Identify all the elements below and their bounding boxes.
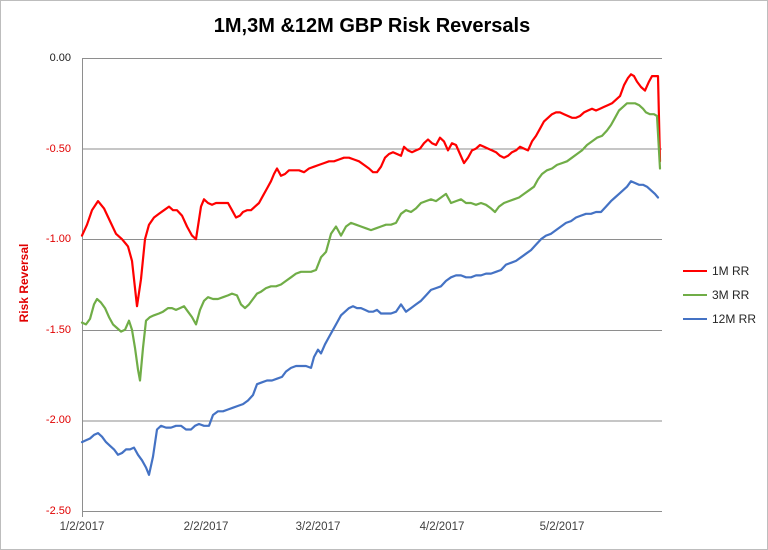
y-tick-label: -0.50 <box>45 142 71 155</box>
legend-item-3m-rr: 3M RR <box>683 283 756 307</box>
legend-label: 1M RR <box>712 264 750 278</box>
x-tick-label: 2/2/2017 <box>183 521 229 533</box>
legend-line-swatch <box>683 293 707 297</box>
legend: 1M RR 3M RR 12M RR <box>683 259 756 331</box>
x-tick-label: 1/2/2017 <box>59 521 105 533</box>
x-tick-label: 4/2/2017 <box>419 521 465 533</box>
y-tick-label: -2.50 <box>45 505 71 517</box>
series-line-1m-rr <box>80 73 662 308</box>
legend-item-12m-rr: 12M RR <box>683 307 756 331</box>
legend-line-swatch <box>683 317 707 321</box>
series-line-12m-rr <box>80 180 660 476</box>
y-tick-label: -1.50 <box>45 323 71 336</box>
legend-line-swatch <box>683 269 707 273</box>
legend-label: 3M RR <box>712 288 750 302</box>
y-tick-label: 0.00 <box>49 52 71 64</box>
legend-label: 12M RR <box>712 312 757 326</box>
legend-item-1m-rr: 1M RR <box>683 259 756 283</box>
y-tick-label: -1.00 <box>45 233 71 246</box>
series-line-3m-rr <box>80 102 662 382</box>
x-tick-label: 3/2/2017 <box>295 521 341 533</box>
y-axis-title: Risk Reversal <box>17 243 31 323</box>
chart-title: 1M,3M &12M GBP Risk Reversals <box>213 15 531 37</box>
x-tick-label: 5/2/2017 <box>539 521 585 533</box>
y-tick-label: -2.00 <box>45 414 71 427</box>
